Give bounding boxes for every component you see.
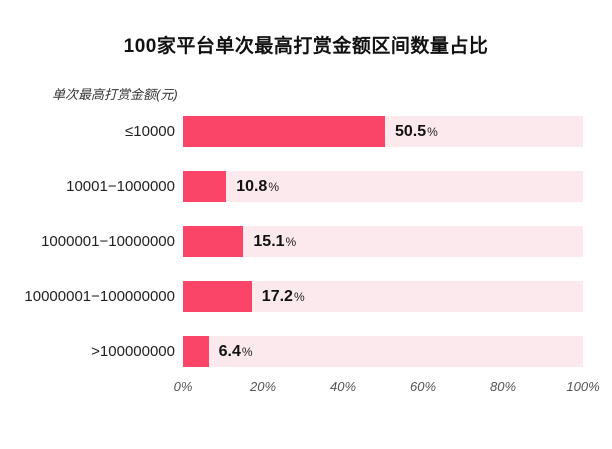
- chart-title: 100家平台单次最高打赏金额区间数量占比: [123, 36, 489, 57]
- x-axis-tick-label: 100%: [566, 379, 600, 394]
- bar-fill: [183, 336, 209, 367]
- category-label: >100000000: [91, 343, 175, 360]
- bar-fill: [183, 171, 227, 202]
- percent-sign: %: [268, 179, 279, 194]
- bar-fill: [183, 116, 385, 147]
- bar-row: 10001−1000000 10.8%: [0, 171, 612, 202]
- bar-row: 10000001−100000000 17.2%: [0, 281, 612, 312]
- value-number: 6.4: [218, 342, 241, 360]
- value-number: 10.8: [236, 177, 268, 195]
- value-number: 15.1: [253, 232, 285, 250]
- bar-track: 50.5%: [183, 116, 583, 147]
- bar-row: ≤10000 50.5%: [0, 116, 612, 147]
- percent-sign: %: [285, 234, 297, 249]
- category-label: 1000001−10000000: [41, 233, 175, 250]
- x-axis-tick-label: 40%: [329, 379, 357, 394]
- bar-fill: [183, 281, 252, 312]
- value-label: 50.5%: [395, 122, 438, 140]
- value-label: 17.2%: [261, 287, 305, 305]
- bar-fill: [183, 226, 244, 257]
- value-number: 50.5: [395, 122, 427, 140]
- category-label: 10000001−100000000: [24, 288, 175, 305]
- bar-track: 6.4%: [183, 336, 583, 367]
- x-axis-tick-label: 0%: [173, 379, 193, 394]
- bar-row: 1000001−10000000 15.1%: [0, 226, 612, 257]
- x-axis: 0% 20% 40% 60% 80% 100%: [174, 379, 600, 395]
- bar-track: 10.8%: [183, 171, 583, 202]
- category-label: 10001−1000000: [66, 178, 175, 195]
- bar-track: 15.1%: [183, 226, 583, 257]
- category-axis-title: 单次最高打赏金额(元): [52, 87, 178, 102]
- value-label: 10.8%: [236, 177, 279, 195]
- percent-sign: %: [427, 124, 438, 139]
- value-label: 6.4%: [218, 342, 253, 360]
- percent-sign: %: [293, 289, 305, 304]
- category-label: ≤10000: [125, 123, 175, 140]
- bar-track: 17.2%: [183, 281, 583, 312]
- x-axis-tick-label: 60%: [409, 379, 437, 394]
- bar-row: >100000000 6.4%: [0, 336, 612, 367]
- bar-rows: ≤10000 50.5% 10001−1000000 10.8% 1000001…: [0, 116, 612, 391]
- percent-sign: %: [241, 344, 253, 359]
- x-axis-tick-label: 20%: [249, 379, 277, 394]
- value-label: 15.1%: [253, 232, 297, 250]
- x-axis-tick-label: 80%: [489, 379, 517, 394]
- value-number: 17.2: [261, 287, 293, 305]
